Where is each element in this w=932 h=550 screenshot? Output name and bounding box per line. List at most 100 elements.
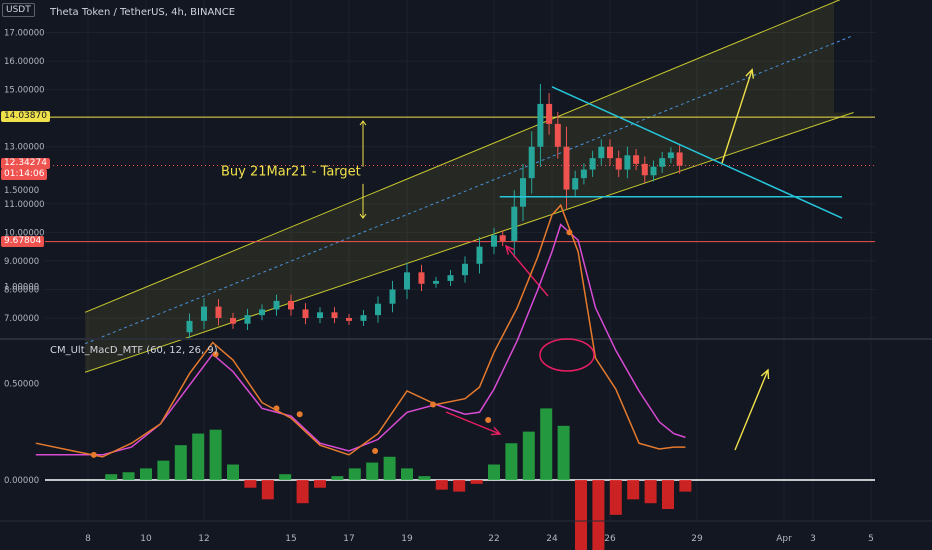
time-tick-label: 15 — [285, 534, 296, 544]
crossover-dot — [485, 417, 492, 424]
histogram-bar — [662, 480, 674, 510]
candle-body — [650, 166, 657, 176]
histogram-bar — [505, 443, 518, 480]
crossover-dot — [90, 451, 97, 458]
annotation-arrows[interactable] — [359, 68, 770, 451]
price-tick-label: 15.00000 — [4, 86, 45, 96]
histogram-bar — [522, 431, 535, 480]
candle-body — [537, 103, 544, 147]
histogram-bar — [557, 425, 570, 480]
time-tick-label: 26 — [604, 534, 616, 544]
candle-body — [676, 152, 683, 166]
histogram-bar — [174, 445, 187, 480]
histogram-bar — [435, 480, 448, 490]
histogram-bar — [157, 460, 170, 480]
time-tick-label: Apr — [776, 534, 792, 544]
macd-tick-label: 0.50000 — [4, 379, 39, 389]
candle-body — [607, 146, 613, 159]
candle-body — [520, 178, 526, 207]
candle-body — [331, 312, 338, 319]
histogram-bar — [644, 480, 657, 504]
time-tick-label: 22 — [488, 534, 499, 544]
candle-body — [186, 320, 193, 333]
price-channel[interactable] — [84, 0, 871, 373]
symbol-title: Theta Token / TetherUS, 4h, BINANCE — [49, 7, 235, 18]
macd-tick-label: 1.00000 — [4, 283, 39, 293]
candle-body — [491, 235, 497, 247]
candle-body — [589, 158, 596, 170]
price-axis[interactable]: 17.00000 16.00000 15.00000 13.00000 11.00000… — [4, 29, 45, 486]
candle-body — [641, 163, 648, 176]
macd-tick-label: 1.50000 — [4, 186, 39, 196]
histogram-bar — [105, 474, 118, 480]
time-tick-label: 17 — [343, 534, 354, 544]
target-arrow — [721, 69, 753, 164]
candle-body — [346, 318, 352, 321]
histogram-bar — [383, 456, 396, 480]
histogram-bar — [609, 480, 622, 515]
candle-body — [572, 178, 579, 190]
histogram-bar — [470, 480, 483, 484]
candle-body — [462, 263, 468, 276]
current-price-badge: 12.34274 — [1, 158, 50, 170]
buy-target-annotation[interactable]: Buy 21Mar21 - Target — [221, 164, 361, 179]
time-tick-label: 24 — [546, 534, 558, 544]
time-tick-label: 8 — [85, 534, 91, 544]
histogram-bar — [540, 408, 553, 480]
macd-target-arrow — [734, 369, 769, 451]
histogram-bar — [122, 472, 135, 480]
macd-cross-arrow-head — [490, 426, 502, 436]
candle-body — [230, 318, 236, 324]
triangle-pattern[interactable] — [499, 86, 843, 219]
candle-body — [375, 303, 381, 316]
candle-body — [418, 272, 425, 284]
histogram-bar — [592, 480, 605, 550]
crossover-dot — [566, 229, 573, 236]
price-tick-label: 7.00000 — [4, 314, 39, 324]
bar-countdown-badge: 01:14:06 — [1, 169, 48, 181]
channel-fill — [85, 0, 854, 373]
candle-body — [244, 315, 251, 324]
price-tick-label: 10.00000 — [4, 228, 45, 238]
price-tick-label: 17.00000 — [4, 29, 45, 39]
histogram-bar — [192, 433, 205, 480]
support-price-badge: 9.67804 — [1, 235, 45, 247]
candle-body — [563, 146, 570, 190]
candle-body — [633, 155, 640, 164]
candle-body — [598, 146, 605, 159]
histogram-bar — [679, 480, 692, 492]
histogram-bar — [296, 480, 309, 504]
candle-body — [404, 272, 410, 290]
channel-upper-line — [84, 0, 841, 313]
histogram-bar — [261, 480, 274, 500]
channel-median-line — [84, 34, 854, 345]
macd-tick-label: 0.00000 — [4, 476, 39, 486]
time-tick-label: 5 — [868, 534, 874, 544]
price-tick-label: 16.00000 — [4, 57, 45, 67]
breakout-arrow — [505, 245, 549, 297]
candlesticks — [186, 83, 683, 340]
candle-body — [511, 206, 518, 241]
histogram-bar — [140, 468, 152, 480]
candle-body — [499, 235, 506, 241]
candle-body — [580, 169, 587, 179]
candle-body — [447, 275, 454, 281]
channel-lower-line — [84, 112, 854, 373]
histogram-bar — [627, 480, 640, 500]
time-tick-label: 12 — [198, 534, 209, 544]
time-axis[interactable]: 8 10 12 15 17 19 22 24 26 29 Apr 3 5 — [0, 520, 932, 544]
price-tick-label: 13.00000 — [4, 143, 45, 153]
candle-body — [667, 152, 674, 159]
time-tick-label: 19 — [401, 534, 413, 544]
candle-body — [259, 309, 265, 316]
histogram-bar — [366, 462, 379, 480]
time-tick-label: 3 — [810, 534, 816, 544]
range-arrow-upper-head — [359, 120, 367, 126]
histogram-bar — [418, 476, 431, 480]
currency-badge[interactable]: USDT — [2, 3, 35, 17]
candle-body — [554, 123, 561, 147]
histogram-bar — [488, 464, 500, 480]
time-tick-label: 10 — [140, 534, 152, 544]
histogram-bar — [209, 429, 222, 480]
